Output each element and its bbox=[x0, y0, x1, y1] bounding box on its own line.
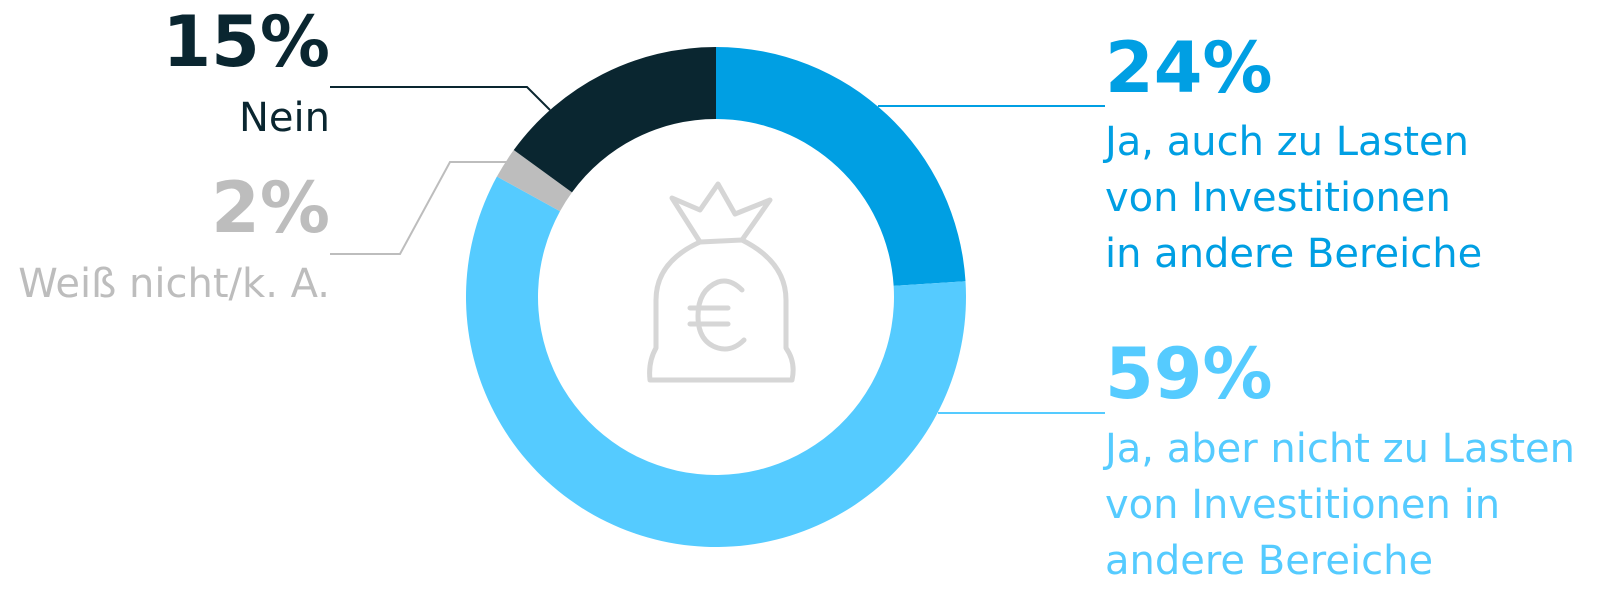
bag-body bbox=[647, 237, 796, 383]
leader-line bbox=[330, 161, 508, 255]
value-label: 59% bbox=[1105, 333, 1273, 415]
bag-top bbox=[669, 181, 773, 245]
value-label: 15% bbox=[162, 1, 330, 83]
category-label: Weiß nicht/k. A. bbox=[18, 261, 330, 307]
donut-slice bbox=[496, 150, 572, 212]
money-bag-icon bbox=[647, 181, 796, 383]
donut-slice bbox=[513, 47, 716, 193]
value-label: 24% bbox=[1105, 27, 1273, 109]
euro-bars bbox=[687, 305, 731, 327]
category-label: Ja, aber nicht zu Lasten von Investition… bbox=[1105, 426, 1575, 584]
leader-lines bbox=[330, 86, 1105, 414]
leader-line bbox=[330, 86, 551, 111]
donut-slice bbox=[716, 47, 966, 286]
donut-slice bbox=[465, 176, 966, 548]
euro-c bbox=[695, 278, 747, 352]
category-label: Nein bbox=[239, 95, 330, 141]
category-label: Ja, auch zu Lasten von Investitionen in … bbox=[1105, 119, 1483, 277]
value-label: 2% bbox=[211, 167, 330, 249]
donut bbox=[465, 47, 966, 548]
